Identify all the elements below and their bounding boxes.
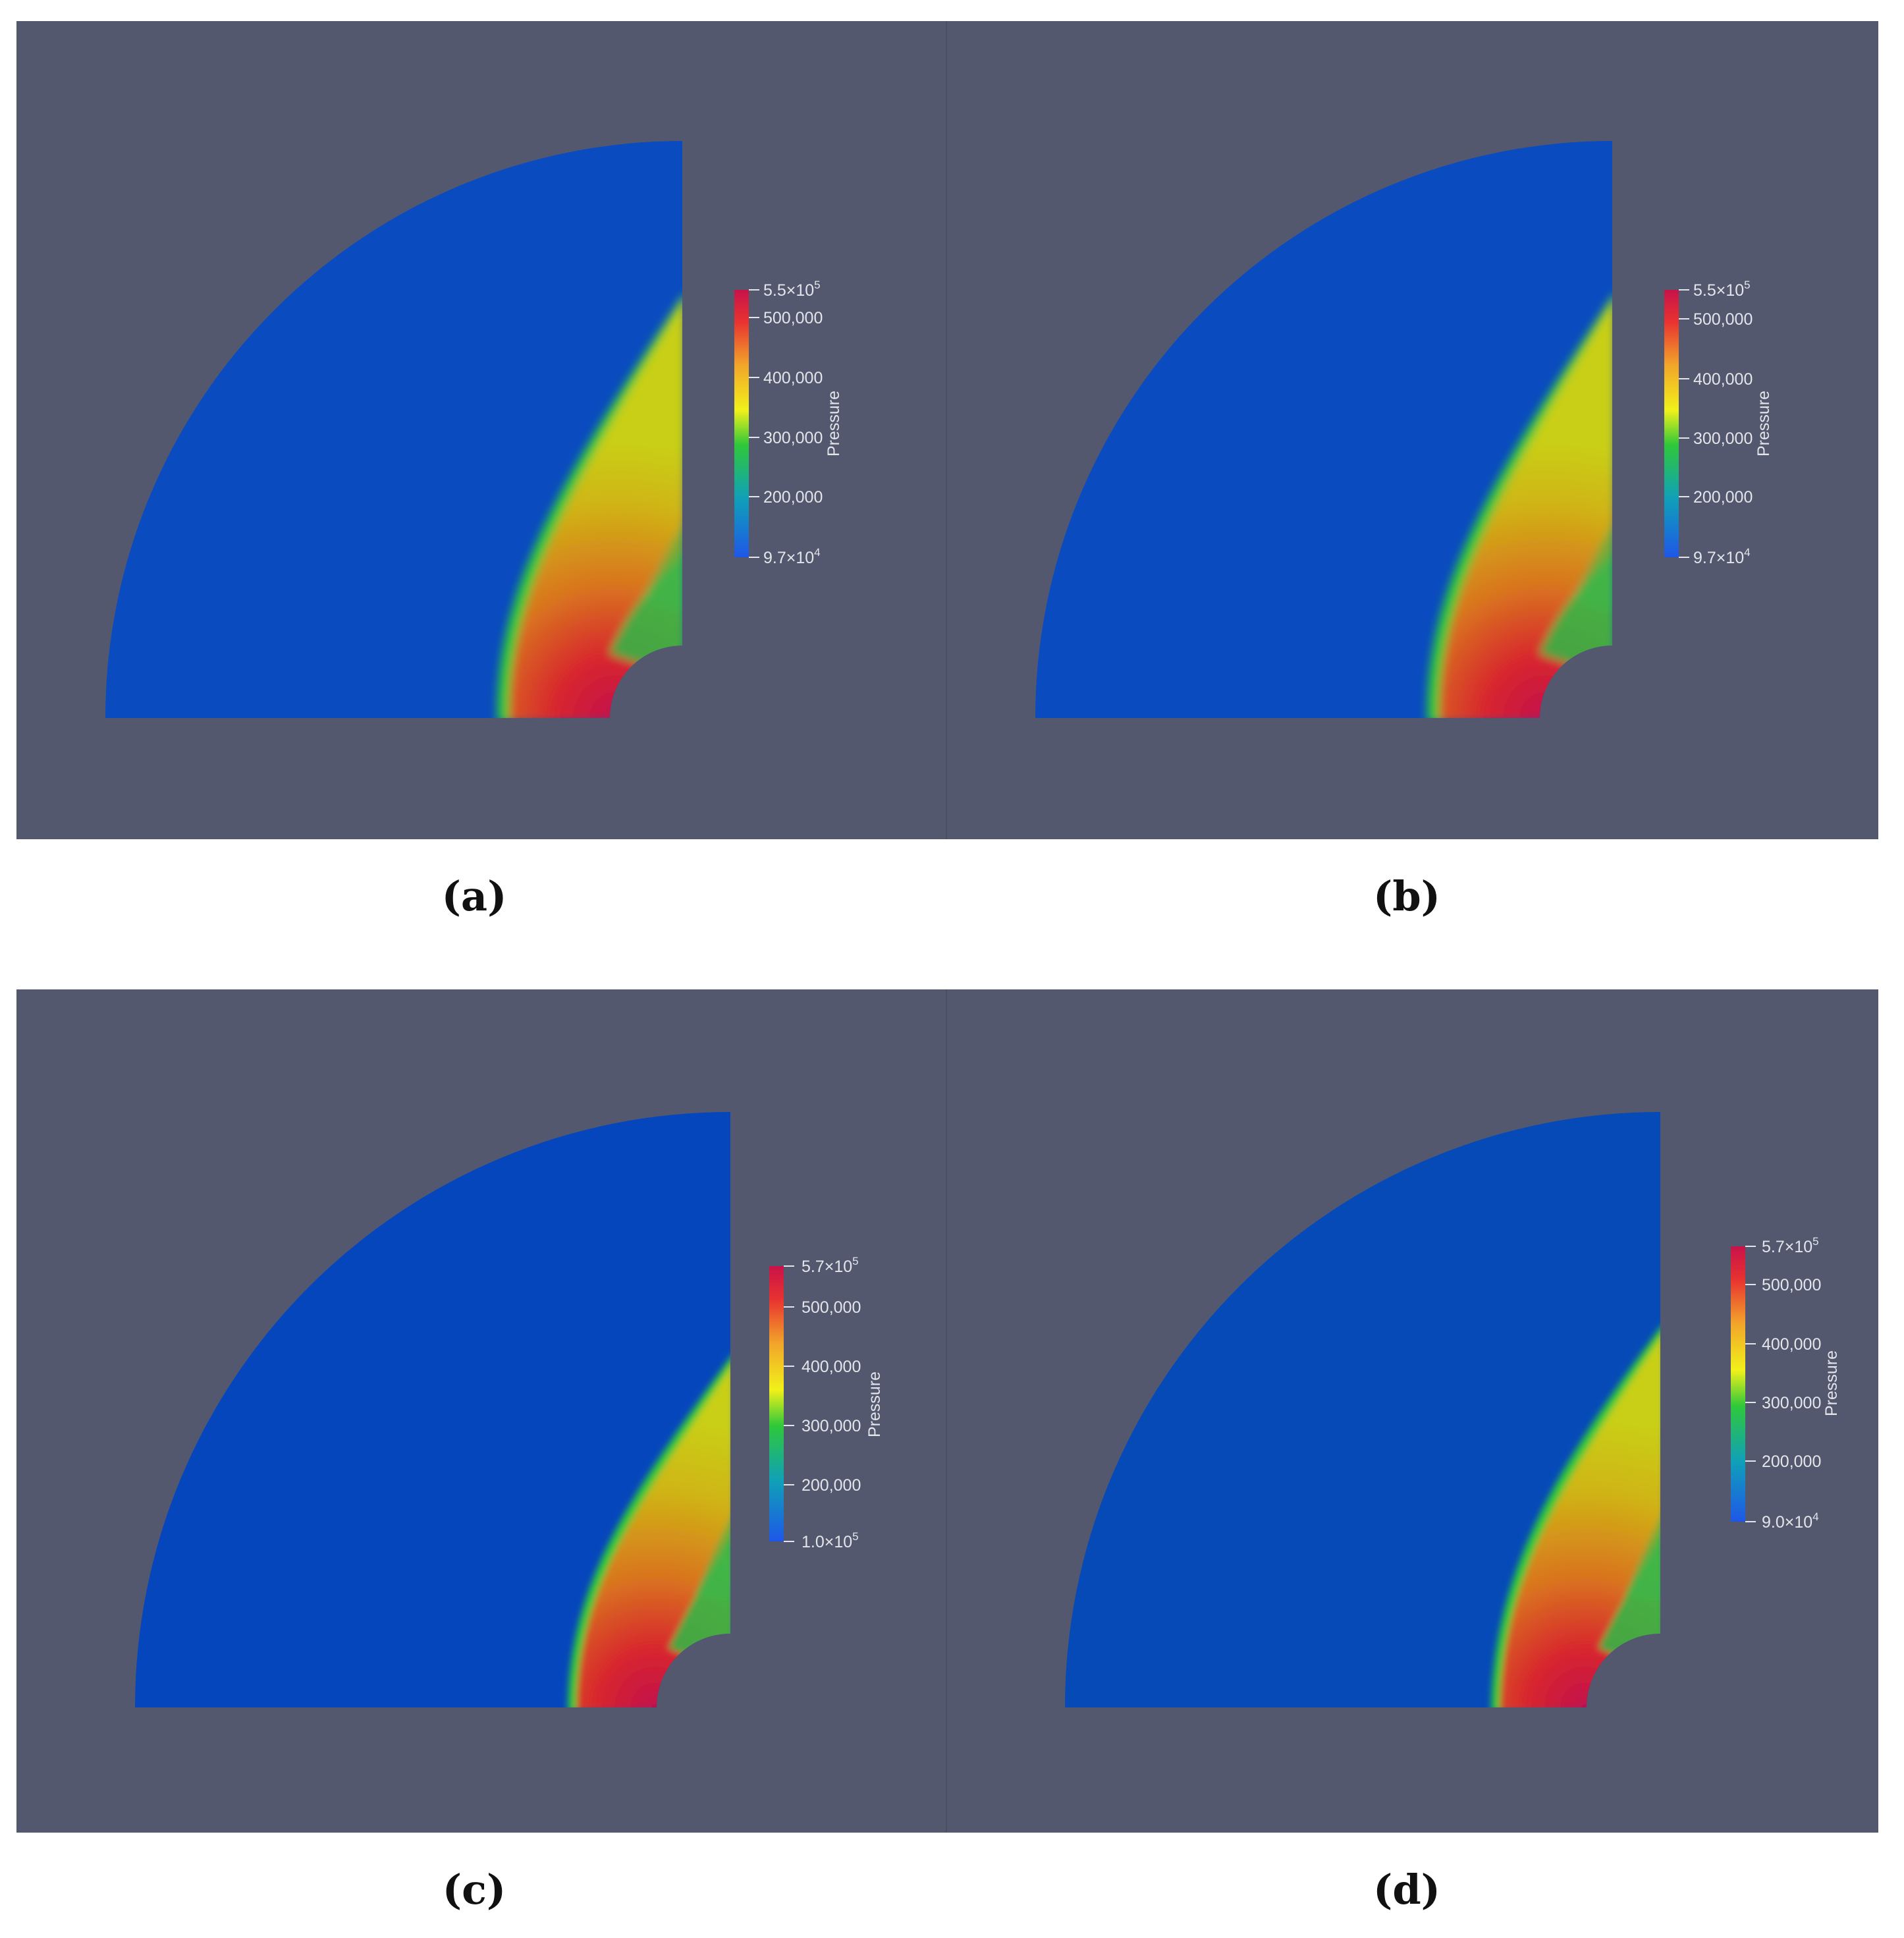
colorbar-min-label: 9.7×104 [1693,546,1751,567]
colorbar-b [1664,290,1679,557]
colorbar-tick-label: 200,000 [763,488,823,507]
colorbar-tick-label: 500,000 [1762,1276,1821,1294]
colorbar-max-label: 5.5×105 [763,279,821,300]
colorbar-min-label: 9.7×104 [763,546,821,567]
colorbar-min-label: 9.0×104 [1762,1510,1819,1532]
colorbar-tick-label: 200,000 [802,1476,861,1495]
plot-panel-b: 5.5×105 500,000 400,000 300,000 200,000 … [946,21,1878,839]
colorbar-tick-label: 400,000 [802,1358,861,1376]
colorbar-tick-label: 300,000 [802,1417,861,1435]
panel-divider [946,989,947,1833]
caption-a: (a) [441,872,507,920]
colorbar-title: Pressure [1754,391,1773,457]
pressure-field-d: 5.7×105 500,000 400,000 300,000 200,000 … [1065,1112,1841,1707]
colorbar-max-label: 5.7×105 [802,1255,859,1276]
colorbar-c [769,1266,784,1541]
plot-panel-a: 5.5×105 500,000 400,000 300,000 200,000 … [16,21,946,839]
colorbar-d [1731,1246,1745,1522]
plot-panel-c: 5.7×105 500,000 400,000 300,000 200,000 … [16,989,946,1833]
colorbar-tick-label: 500,000 [802,1298,861,1317]
pressure-field-a: 5.5×105 500,000 400,000 300,000 200,000 … [105,141,843,718]
colorbar-a [734,290,749,557]
colorbar-tick-label: 400,000 [763,369,823,387]
colorbar-tick-label: 300,000 [763,429,823,447]
caption-b: (b) [1373,872,1441,920]
caption-d: (d) [1373,1866,1441,1914]
colorbar-tick-label: 200,000 [1762,1453,1821,1471]
colorbar-tick-label: 300,000 [1693,429,1753,448]
pressure-field-c: 5.7×105 500,000 400,000 300,000 200,000 … [135,1112,884,1707]
colorbar-title: Pressure [865,1371,884,1437]
caption-c: (c) [442,1866,506,1914]
colorbar-title: Pressure [825,391,843,457]
colorbar-tick-label: 400,000 [1762,1335,1821,1354]
colorbar-max-label: 5.5×105 [1693,279,1751,300]
colorbar-title: Pressure [1822,1350,1841,1416]
colorbar-max-label: 5.7×105 [1762,1235,1819,1256]
colorbar-tick-label: 200,000 [1693,488,1753,507]
colorbar-tick-label: 400,000 [1693,370,1753,389]
colorbar-tick-label: 500,000 [1693,310,1753,329]
panel-divider [946,21,947,839]
plot-panel-d: 5.7×105 500,000 400,000 300,000 200,000 … [946,989,1878,1833]
colorbar-min-label: 1.0×105 [802,1530,859,1551]
colorbar-tick-label: 500,000 [763,309,823,327]
colorbar-tick-label: 300,000 [1762,1394,1821,1412]
pressure-field-b: 5.5×105 500,000 400,000 300,000 200,000 … [1035,141,1773,718]
